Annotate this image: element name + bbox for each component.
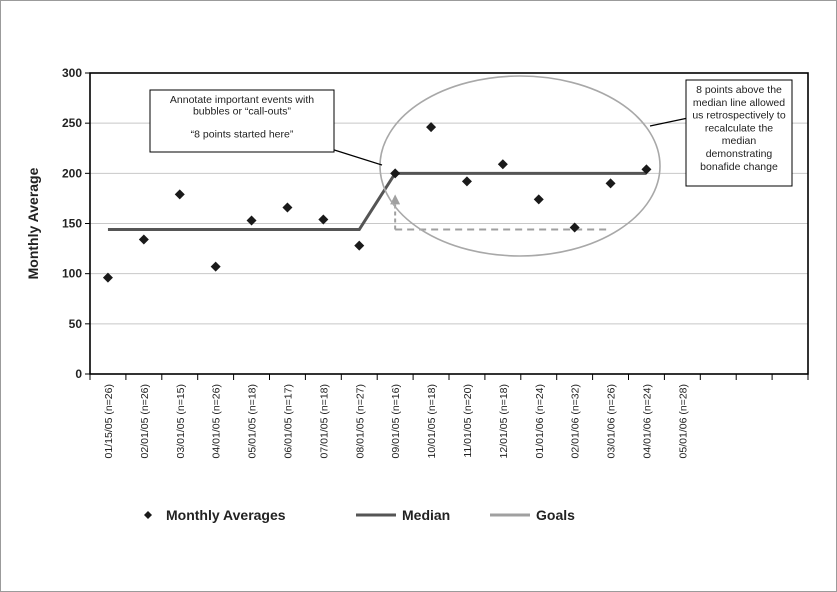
data-point-marker	[390, 168, 401, 179]
callout-pointer	[327, 147, 383, 166]
x-tick-label: 04/01/06 (n=24)	[641, 384, 653, 458]
x-tick-label: 07/01/05 (n=18)	[318, 384, 330, 458]
data-point-marker	[174, 189, 185, 200]
callout-text-line: 8 points above the	[696, 84, 782, 96]
callout-pointer	[649, 117, 689, 127]
shift-highlight-ellipse	[379, 75, 661, 257]
x-tick-label: 01/15/05 (n=26)	[103, 384, 115, 458]
y-tick-label: 150	[62, 217, 82, 231]
x-tick-label: 08/01/05 (n=27)	[354, 384, 366, 458]
y-tick-label: 50	[69, 317, 83, 331]
data-point-marker	[533, 194, 544, 205]
data-point-marker	[426, 122, 437, 133]
data-point-marker	[282, 202, 293, 213]
callout-text-line: median	[722, 135, 757, 147]
y-tick-label: 0	[75, 367, 82, 381]
y-tick-label: 250	[62, 116, 82, 130]
callout-text-line: us retrospectively to	[692, 110, 786, 122]
callout-text-line: recalculate the	[705, 122, 773, 134]
callout-text-line: bonafide change	[700, 161, 778, 173]
data-point-marker	[569, 222, 580, 233]
legend-label: Monthly Averages	[166, 507, 286, 523]
x-tick-label: 09/01/05 (n=16)	[390, 384, 402, 458]
x-tick-label: 12/01/05 (n=18)	[498, 384, 510, 458]
data-point-marker	[102, 272, 113, 283]
x-tick-label: 01/01/06 (n=24)	[534, 384, 546, 458]
data-point-marker	[354, 240, 365, 251]
data-point-marker	[641, 164, 652, 175]
x-tick-label: 02/01/05 (n=26)	[139, 384, 151, 458]
data-point-marker	[461, 176, 472, 187]
x-tick-label: 10/01/05 (n=18)	[426, 384, 438, 458]
legend-label: Median	[402, 507, 450, 523]
data-point-marker	[246, 215, 257, 226]
x-tick-label: 02/01/06 (n=32)	[570, 384, 582, 458]
y-tick-label: 100	[62, 267, 82, 281]
callout-text-line: median line allowed	[693, 97, 785, 109]
data-point-marker	[605, 178, 616, 189]
x-tick-label: 05/01/05 (n=18)	[247, 384, 259, 458]
legend-marker-0	[144, 511, 152, 519]
x-tick-label: 11/01/05 (n=20)	[462, 384, 474, 458]
median-line	[107, 171, 647, 232]
x-tick-label: 06/01/05 (n=17)	[282, 384, 294, 458]
x-tick-label: 03/01/05 (n=15)	[175, 384, 187, 458]
data-point-marker	[318, 214, 329, 225]
y-tick-label: 200	[62, 166, 82, 180]
callout-text-line: demonstrating	[706, 148, 773, 160]
x-tick-label: 03/01/06 (n=26)	[606, 384, 618, 458]
x-tick-label: 04/01/05 (n=26)	[211, 384, 223, 458]
callout-box-events	[149, 89, 335, 153]
callout-box-median-change	[685, 79, 793, 187]
callout-text-line: Annotate important events with	[170, 94, 314, 106]
x-tick-label: 05/01/06 (n=28)	[677, 384, 689, 458]
legend-label: Goals	[536, 507, 575, 523]
y-tick-label: 300	[62, 66, 82, 80]
data-point-marker	[497, 159, 508, 170]
callout-text-line: “8 points started here”	[191, 129, 294, 141]
data-point-marker	[210, 261, 221, 272]
data-point-marker	[138, 234, 149, 245]
callout-text-line: bubbles or “call-outs”	[193, 106, 292, 118]
y-axis-label: Monthly Average	[25, 167, 41, 279]
